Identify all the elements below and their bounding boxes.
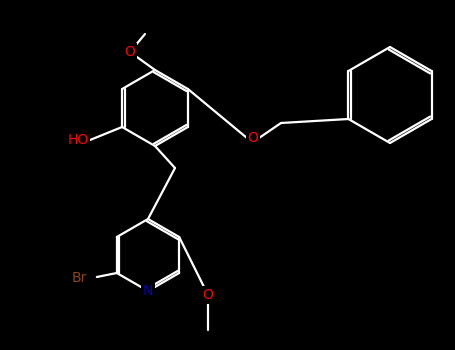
Text: Br: Br bbox=[71, 271, 87, 285]
Text: HO: HO bbox=[67, 133, 89, 147]
Text: O: O bbox=[248, 131, 258, 145]
Text: O: O bbox=[202, 288, 213, 302]
Text: O: O bbox=[125, 45, 136, 59]
Text: N: N bbox=[143, 284, 153, 298]
